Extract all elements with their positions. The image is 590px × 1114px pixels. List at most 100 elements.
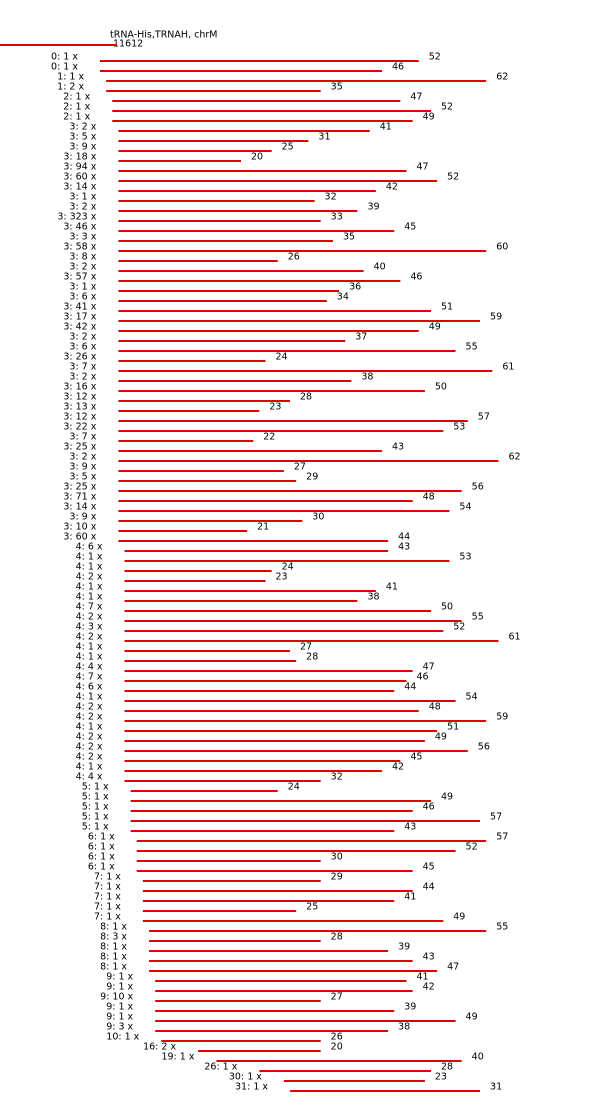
read-length: 55 <box>472 612 484 623</box>
read-length: 20 <box>331 1042 343 1053</box>
read-label: 4: 1 x <box>76 692 103 703</box>
read-length: 23 <box>269 402 281 413</box>
read-length: 23 <box>276 572 288 583</box>
read-label: 9: 10 x <box>100 992 133 1003</box>
read-length: 45 <box>410 752 422 763</box>
read-label: 4: 1 x <box>76 552 103 563</box>
read-label: 3: 10 x <box>63 522 96 533</box>
read-label: 3: 60 x <box>63 532 96 543</box>
read-length: 51 <box>447 722 459 733</box>
read-label: 3: 3 x <box>69 232 96 243</box>
read-label: 7: 1 x <box>94 872 121 883</box>
read-length: 61 <box>502 362 514 373</box>
read-length: 46 <box>410 272 422 283</box>
read-label: 5: 1 x <box>82 792 109 803</box>
read-length: 52 <box>453 622 465 633</box>
read-label: 0: 1 x <box>51 52 78 63</box>
read-label: 4: 2 x <box>76 732 103 743</box>
read-label: 3: 16 x <box>63 382 96 393</box>
read-length: 24 <box>282 562 294 573</box>
read-label: 30: 1 x <box>229 1072 262 1083</box>
read-label: 7: 1 x <box>94 902 121 913</box>
read-length: 55 <box>496 922 508 933</box>
read-length: 24 <box>288 782 300 793</box>
read-length: 32 <box>325 192 337 203</box>
read-label: 8: 3 x <box>100 932 127 943</box>
read-label: 4: 2 x <box>76 612 103 623</box>
read-length: 49 <box>453 912 465 923</box>
read-length: 49 <box>441 792 453 803</box>
read-length: 31 <box>318 132 330 143</box>
read-length: 46 <box>392 62 404 73</box>
read-length: 49 <box>435 732 447 743</box>
read-length: 54 <box>466 692 478 703</box>
read-length: 45 <box>423 862 435 873</box>
read-label: 3: 9 x <box>69 142 96 153</box>
header-title: tRNA-His,TRNAH, chrM <box>110 30 217 41</box>
read-label: 3: 22 x <box>63 422 96 433</box>
read-label: 9: 1 x <box>106 1012 133 1023</box>
read-label: 3: 41 x <box>63 302 96 313</box>
read-length: 42 <box>392 762 404 773</box>
read-length: 52 <box>441 102 453 113</box>
read-length: 29 <box>306 472 318 483</box>
read-length: 54 <box>459 502 471 513</box>
read-length: 52 <box>466 842 478 853</box>
read-label: 3: 13 x <box>63 402 96 413</box>
read-length: 57 <box>490 812 502 823</box>
read-label: 5: 1 x <box>82 802 109 813</box>
read-length: 36 <box>349 282 361 293</box>
read-label: 6: 1 x <box>88 842 115 853</box>
read-label: 1: 2 x <box>57 82 84 93</box>
read-label: 3: 7 x <box>69 362 96 373</box>
read-label: 3: 42 x <box>63 322 96 333</box>
read-length: 30 <box>312 512 324 523</box>
read-length: 50 <box>435 382 447 393</box>
read-label: 5: 1 x <box>82 782 109 793</box>
read-label: 9: 1 x <box>106 982 133 993</box>
read-length: 47 <box>417 162 429 173</box>
read-length: 61 <box>508 632 520 643</box>
read-label: 4: 2 x <box>76 752 103 763</box>
read-length: 43 <box>404 822 416 833</box>
read-label: 3: 60 x <box>63 172 96 183</box>
read-length: 28 <box>441 1062 453 1073</box>
read-label: 8: 1 x <box>100 962 127 973</box>
read-label: 4: 2 x <box>76 572 103 583</box>
read-label: 19: 1 x <box>161 1052 194 1063</box>
read-length: 33 <box>331 212 343 223</box>
read-label: 9: 1 x <box>106 972 133 983</box>
read-label: 4: 4 x <box>76 772 103 783</box>
read-length: 49 <box>423 112 435 123</box>
read-length: 27 <box>294 462 306 473</box>
read-label: 3: 71 x <box>63 492 96 503</box>
read-label: 3: 46 x <box>63 222 96 233</box>
read-length: 46 <box>423 802 435 813</box>
read-label: 3: 25 x <box>63 442 96 453</box>
read-length: 48 <box>429 702 441 713</box>
read-length: 62 <box>508 452 520 463</box>
read-label: 4: 7 x <box>76 672 103 683</box>
read-label: 4: 6 x <box>76 542 103 553</box>
read-length: 39 <box>398 942 410 953</box>
read-length: 42 <box>386 182 398 193</box>
read-label: 7: 1 x <box>94 882 121 893</box>
read-label: 4: 7 x <box>76 602 103 613</box>
read-length: 39 <box>404 1002 416 1013</box>
read-length: 47 <box>410 92 422 103</box>
read-length: 22 <box>263 432 275 443</box>
read-length: 35 <box>331 82 343 93</box>
read-label: 4: 1 x <box>76 592 103 603</box>
read-length: 47 <box>447 962 459 973</box>
read-length: 55 <box>466 342 478 353</box>
read-label: 4: 2 x <box>76 702 103 713</box>
read-length: 46 <box>417 672 429 683</box>
read-label: 3: 18 x <box>63 152 96 163</box>
read-label: 4: 2 x <box>76 632 103 643</box>
read-label: 4: 3 x <box>76 622 103 633</box>
read-length: 38 <box>398 1022 410 1033</box>
read-length: 30 <box>331 852 343 863</box>
read-label: 7: 1 x <box>94 912 121 923</box>
